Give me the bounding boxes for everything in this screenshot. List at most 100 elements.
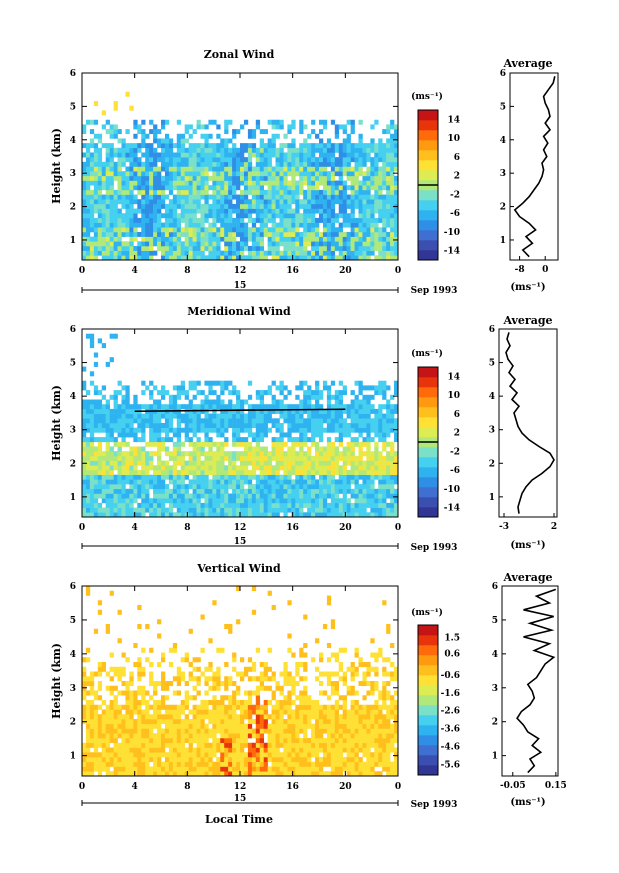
heatmap-cell [243, 757, 249, 763]
heatmap-cell [137, 147, 142, 153]
heatmap-cell [157, 733, 162, 739]
heatmap-cell [287, 185, 292, 191]
heatmap-cell [85, 446, 91, 452]
heatmap-cell [145, 700, 150, 706]
x-tick-label: 0 [395, 266, 401, 276]
heatmap-cell [184, 213, 189, 219]
heatmap-cell [188, 208, 193, 214]
heatmap-cell [228, 474, 233, 480]
heatmap-cell [370, 236, 375, 242]
colorbar-swatch [418, 130, 438, 141]
heatmap-cell [153, 418, 158, 424]
heatmap-cell [350, 241, 355, 247]
heatmap-cell [188, 185, 193, 191]
heatmap-cell [287, 250, 292, 256]
heatmap-cell [279, 493, 284, 499]
heatmap-cell [204, 194, 209, 200]
heatmap-cell [319, 427, 324, 433]
heatmap-cell [263, 203, 268, 209]
heatmap-cell [236, 498, 241, 504]
heatmap-cell [267, 390, 272, 396]
heatmap-cell [259, 404, 264, 410]
heatmap-cell [303, 236, 308, 242]
heatmap-cell [113, 451, 118, 457]
heatmap-cell [172, 446, 178, 452]
heatmap-cell [271, 465, 276, 471]
heatmap-cell [161, 413, 166, 419]
heatmap-cell [378, 418, 383, 424]
heatmap-cell [141, 728, 146, 734]
heatmap-cell [279, 161, 284, 167]
heatmap-cell [220, 390, 225, 396]
heatmap-cell [101, 110, 106, 116]
heatmap-cell [188, 465, 193, 471]
heatmap-cell [161, 390, 166, 396]
heatmap-cell [161, 502, 166, 508]
heatmap-cell [291, 208, 296, 214]
heatmap-cell [176, 460, 182, 466]
heatmap-cell [212, 222, 217, 228]
heatmap-cell [105, 427, 110, 433]
heatmap-cell [326, 175, 332, 181]
heatmap-cell [97, 493, 103, 499]
heatmap-cell [346, 404, 351, 410]
heatmap-cell [271, 441, 276, 447]
heatmap-cell [236, 418, 241, 424]
heatmap-cell [188, 451, 193, 457]
heatmap-cell [232, 241, 237, 247]
heatmap-cell [247, 474, 253, 480]
heatmap-cell [279, 222, 284, 228]
heatmap-cell [354, 427, 359, 433]
heatmap-cell [133, 643, 138, 649]
heatmap-cell [378, 470, 383, 475]
heatmap-cell [109, 690, 114, 696]
heatmap-cell [216, 666, 221, 672]
heatmap-cell [358, 451, 363, 457]
heatmap-cell [370, 245, 375, 251]
heatmap-cell [251, 171, 257, 177]
heatmap-cell [133, 484, 138, 490]
heatmap-cell [109, 413, 114, 419]
heatmap-cell [358, 157, 363, 163]
heatmap-cell [89, 161, 95, 167]
heatmap-cell [322, 455, 328, 461]
heatmap-cell [153, 423, 158, 428]
heatmap-cell [236, 488, 241, 494]
heatmap-cell [271, 474, 276, 480]
heatmap-cell [236, 455, 241, 461]
heatmap-cell [307, 408, 312, 414]
heatmap-cell [236, 507, 241, 513]
heatmap-cell [204, 733, 209, 739]
heatmap-cell [362, 231, 367, 237]
heatmap-cell [307, 385, 312, 391]
heatmap-cell [326, 222, 332, 228]
heatmap-cell [295, 250, 300, 256]
heatmap-cell [82, 236, 87, 242]
heatmap-cell [184, 747, 189, 753]
heatmap-cell [117, 609, 122, 615]
heatmap-cell [101, 728, 106, 734]
average-y-label: 3 [500, 169, 506, 179]
heatmap-cell [326, 460, 332, 466]
heatmap-cell [129, 427, 134, 433]
heatmap-cell [382, 418, 387, 424]
heatmap-cell [295, 147, 300, 153]
heatmap-cell [263, 465, 268, 471]
heatmap-cell [196, 507, 201, 513]
heatmap-cell [153, 427, 158, 433]
heatmap-cell [322, 185, 328, 191]
heatmap-cell [374, 390, 379, 396]
heatmap-cell [208, 418, 213, 424]
heatmap-cell [319, 138, 324, 144]
heatmap-cell [299, 241, 304, 247]
heatmap-cell [212, 502, 217, 508]
heatmap-cell [161, 157, 166, 163]
colorbar-label: -14 [444, 504, 460, 514]
heatmap-cell [374, 157, 379, 163]
heatmap-cell [279, 203, 284, 209]
heatmap-cell [82, 189, 87, 195]
heatmap-cell [287, 493, 292, 499]
heatmap-cell [311, 498, 316, 504]
heatmap-cell [263, 404, 268, 410]
heatmap-cell [101, 194, 106, 200]
